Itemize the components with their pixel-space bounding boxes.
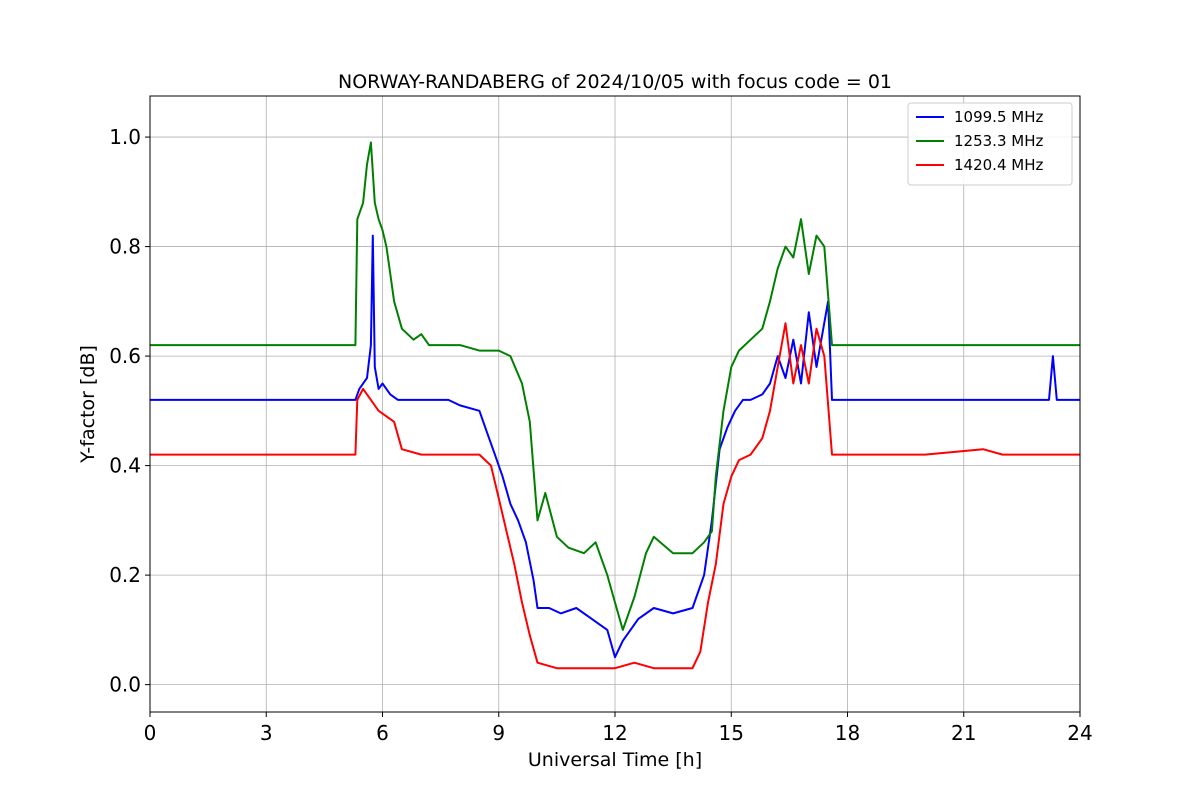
y-axis-label: Y-factor [dB]: [77, 345, 99, 464]
y-tick-label: 0.0: [109, 673, 141, 697]
x-tick-label: 12: [602, 721, 627, 745]
legend-label: 1420.4 MHz: [954, 156, 1043, 174]
y-tick-label: 0.8: [109, 235, 141, 259]
series-line-2: [150, 141, 1080, 631]
legend-box: [907, 102, 1073, 186]
series-line-1: [150, 234, 1080, 659]
x-tick-label: 9: [492, 721, 505, 745]
x-tick-label: 18: [835, 721, 860, 745]
chart-title: NORWAY-RANDABERG of 2024/10/05 with focu…: [338, 71, 892, 93]
x-tick-label: 0: [144, 721, 157, 745]
legend: 1099.5 MHz 1253.3 MHz 1420.4 MHz: [907, 102, 1073, 186]
series-line-3: [150, 322, 1080, 670]
legend-label: 1099.5 MHz: [954, 108, 1043, 126]
x-tick-label: 3: [260, 721, 273, 745]
y-tick-label: 0.2: [109, 563, 141, 587]
legend-label: 1253.3 MHz: [954, 132, 1043, 150]
ticks: 0 3 6 9 12 15 18 21 24 0.0 0.2 0.4 0.6 0.8 1.0: [109, 125, 1093, 745]
y-tick-label: 0.4: [109, 454, 141, 478]
x-axis-label: Universal Time [h]: [528, 749, 702, 771]
x-tick-label: 24: [1067, 721, 1092, 745]
y-tick-label: 1.0: [109, 125, 141, 149]
x-tick-label: 21: [951, 721, 976, 745]
x-tick-label: 6: [376, 721, 389, 745]
y-tick-label: 0.6: [109, 344, 141, 368]
series-lines: [150, 141, 1080, 670]
x-tick-label: 15: [719, 721, 744, 745]
